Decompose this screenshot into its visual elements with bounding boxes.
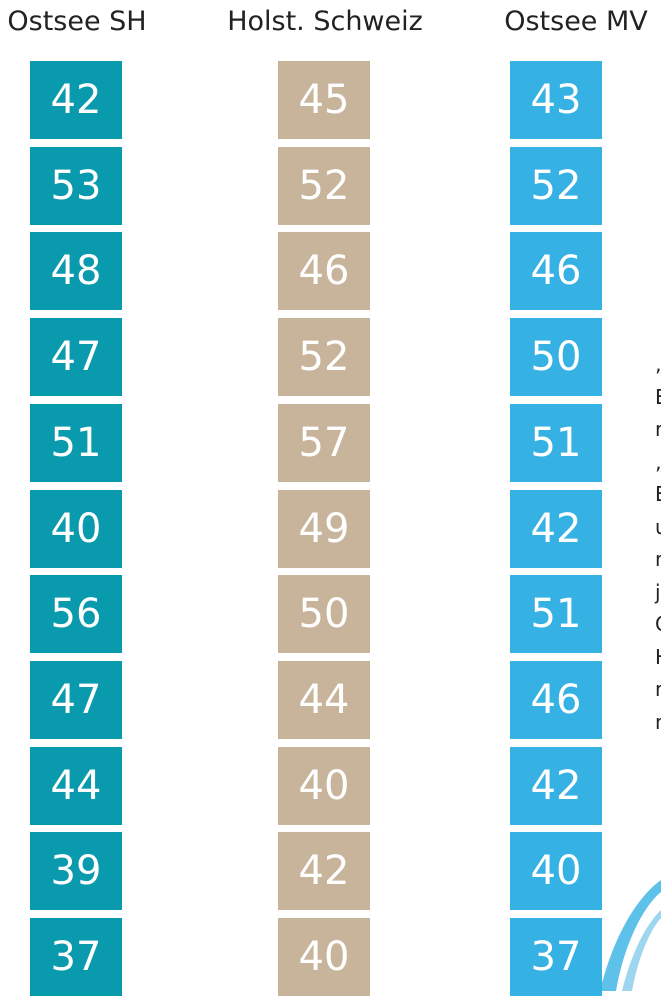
value-cell: 40 (278, 918, 370, 996)
value-cell: 47 (30, 660, 122, 739)
value-cell: 49 (278, 489, 370, 568)
column-header: Holst. Schweiz (227, 6, 423, 37)
value-cell: 56 (30, 575, 122, 654)
value-cell: 42 (510, 746, 602, 825)
side-text: u (655, 515, 661, 539)
value-cell: 50 (278, 575, 370, 654)
side-text: „ (655, 352, 661, 376)
value-cell: 52 (510, 146, 602, 225)
side-text: n (655, 417, 661, 441)
swoosh (622, 910, 661, 991)
value-cell: 53 (30, 146, 122, 225)
side-text: n (655, 677, 661, 701)
value-cell: 46 (510, 660, 602, 739)
value-cell: 48 (30, 232, 122, 311)
side-text: n (655, 547, 661, 571)
value-cell: 40 (30, 489, 122, 568)
value-cell: 50 (510, 318, 602, 397)
value-cell: 44 (30, 746, 122, 825)
value-cell: 42 (30, 61, 122, 139)
value-cell: 37 (510, 918, 602, 996)
value-cell: 47 (30, 318, 122, 397)
side-text: H (655, 645, 661, 669)
value-cell: 44 (278, 660, 370, 739)
side-text: „ (655, 450, 661, 474)
value-cell: 51 (30, 403, 122, 482)
value-cell: 57 (278, 403, 370, 482)
value-cell: 46 (510, 232, 602, 311)
value-cell: 46 (278, 232, 370, 311)
value-cell: 45 (278, 61, 370, 139)
value-cell: 42 (510, 489, 602, 568)
swoosh (600, 880, 661, 991)
side-text: E (655, 385, 661, 409)
value-cell: 52 (278, 318, 370, 397)
side-text: C (655, 612, 661, 636)
value-cell: 37 (30, 918, 122, 996)
value-cell: 42 (278, 832, 370, 911)
column-header: Ostsee MV (504, 6, 648, 37)
side-text: n (655, 710, 661, 734)
side-text: E (655, 482, 661, 506)
value-cell: 52 (278, 146, 370, 225)
side-text: j (655, 579, 661, 604)
value-cell: 43 (510, 61, 602, 139)
value-cell: 51 (510, 403, 602, 482)
value-cell: 51 (510, 575, 602, 654)
value-cell: 40 (278, 746, 370, 825)
column-header: Ostsee SH (7, 6, 147, 37)
value-cell: 39 (30, 832, 122, 911)
value-cell: 40 (510, 832, 602, 911)
